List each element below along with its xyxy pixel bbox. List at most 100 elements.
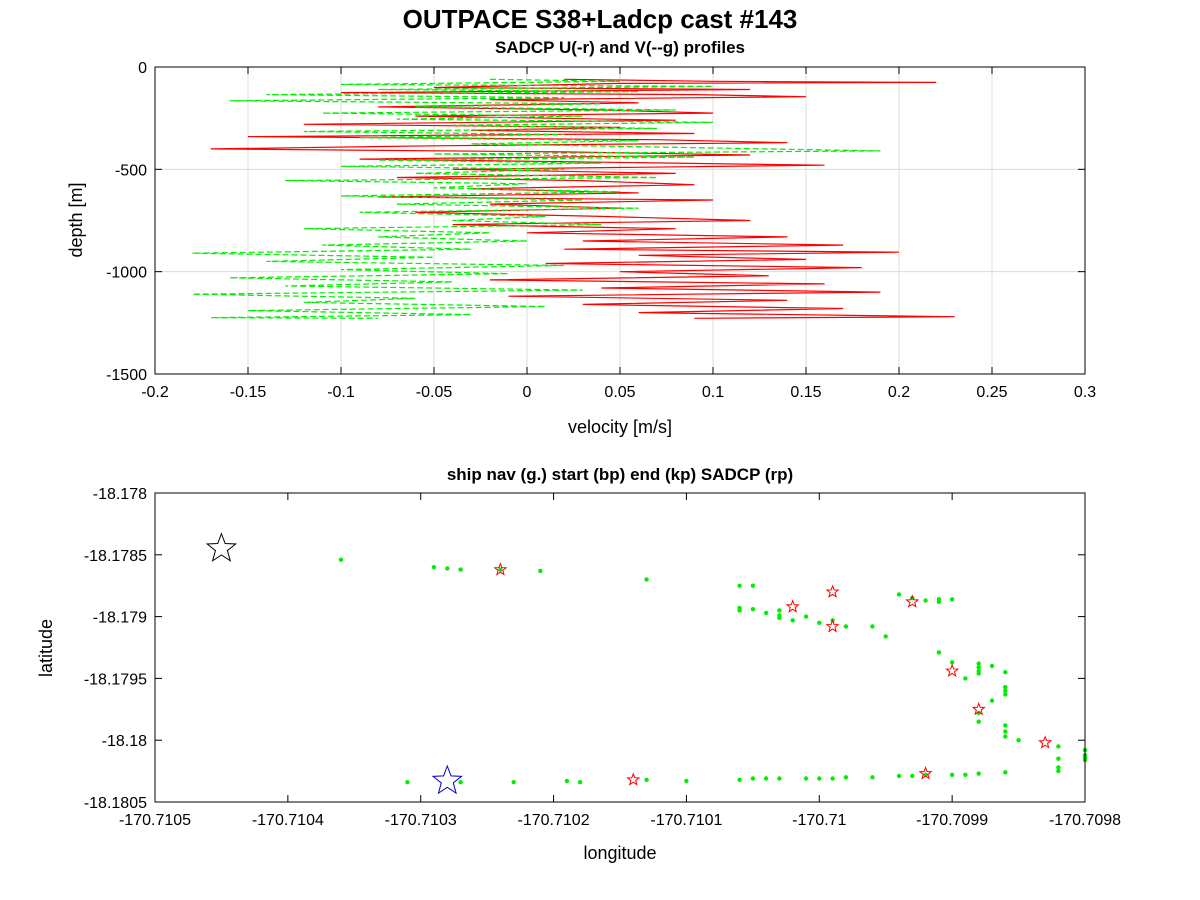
nav-chart-title: ship nav (g.) start (bp) end (kp) SADCP … <box>447 465 793 484</box>
nav-plot-area <box>155 493 1085 802</box>
ship-nav-point <box>976 665 981 670</box>
ship-nav-point <box>1003 684 1008 690</box>
sadcp-star-marker <box>971 701 986 716</box>
profile-y-tick-label: 0 <box>138 60 147 77</box>
ship-nav-point <box>976 710 981 716</box>
profile-x-tick-label: -0.1 <box>327 384 355 401</box>
profile-x-tick-label: 0.1 <box>702 384 724 401</box>
nav-x-tick-label: -170.71 <box>792 812 846 829</box>
ship-nav-point <box>1003 688 1008 693</box>
nav-x-tick-label: -170.7102 <box>518 812 590 829</box>
profile-x-tick-label: 0.3 <box>1074 384 1096 401</box>
ship-nav-point <box>1003 770 1008 775</box>
ship-nav-point <box>976 719 981 724</box>
profile-series <box>192 78 955 319</box>
profile-ticks: -0.2 -0.15 -0.1 -0.05 0 0.05 0.1 0.15 0.2 0.25 0.3… <box>106 60 1096 401</box>
profile-y-tick-label: -1500 <box>106 367 147 384</box>
nav-y-tick-label: -18.1795 <box>84 671 147 688</box>
ship-nav-point <box>737 608 742 613</box>
ship-nav-point <box>577 780 583 785</box>
ship-nav-point <box>338 557 344 562</box>
ship-nav-point <box>896 773 902 779</box>
profile-y-tick-label: -500 <box>115 162 147 179</box>
nav-axes: ship nav (g.) start (bp) end (kp) SADCP … <box>36 465 1121 863</box>
ship-nav-point <box>777 608 782 613</box>
nav-x-tick-label: -170.7098 <box>1049 812 1121 829</box>
ship-nav-point <box>790 618 795 623</box>
ship-nav-point <box>817 776 822 781</box>
sadcp-star-marker <box>493 562 508 576</box>
sadcp-star-marker <box>785 599 800 613</box>
ship-nav-point <box>963 676 968 681</box>
ship-nav-point <box>763 776 769 781</box>
profile-x-axis-label: velocity [m/s] <box>568 417 672 437</box>
sadcp-star-marker <box>626 772 641 786</box>
ship-nav-point <box>405 780 410 785</box>
ship-nav-point <box>817 620 822 625</box>
ship-nav-point <box>803 614 809 619</box>
ship-nav-point <box>870 624 875 629</box>
figure-title: OUTPACE S38+Ladcp cast #143 <box>403 4 798 34</box>
ship-nav-point <box>750 776 756 781</box>
profile-x-tick-label: 0.15 <box>790 384 821 401</box>
profile-axes: SADCP U(-r) and V(--g) profiles -0.2 -0.1… <box>66 38 1096 437</box>
sadcp-star-marker <box>918 766 933 780</box>
ship-nav-point <box>896 592 902 597</box>
profile-x-tick-label: 0.2 <box>888 384 910 401</box>
nav-x-tick-label: -170.7103 <box>385 812 457 829</box>
nav-x-tick-label: -170.7105 <box>119 812 191 829</box>
ship-nav-point <box>1056 768 1061 774</box>
ship-nav-point <box>1016 738 1021 743</box>
ship-nav-point <box>936 597 942 602</box>
nav-y-tick-label: -18.179 <box>93 610 147 627</box>
ship-nav-point <box>1003 723 1008 728</box>
ship-nav-point <box>431 565 437 570</box>
ship-nav-point <box>644 577 649 582</box>
start-star-marker <box>205 532 238 562</box>
ship-nav-point <box>870 775 875 780</box>
ship-nav-point <box>763 610 769 616</box>
ship-nav-point <box>989 663 995 669</box>
profile-x-tick-label: 0.25 <box>976 384 1007 401</box>
nav-x-axis-label: longitude <box>583 843 656 863</box>
ship-nav-point <box>923 598 928 603</box>
profile-x-tick-label: -0.2 <box>141 384 169 401</box>
sadcp-star-marker <box>825 619 840 633</box>
ship-nav-point <box>1056 756 1061 761</box>
ship-nav-point <box>949 660 955 665</box>
ship-nav-point <box>737 777 742 782</box>
ship-nav-point <box>1056 744 1061 749</box>
ship-nav-point <box>458 780 463 785</box>
profile-y-axis-label: depth [m] <box>66 182 86 257</box>
ship-nav-point <box>458 567 463 572</box>
sadcp-star-marker <box>1038 735 1053 749</box>
ship-nav-point <box>750 583 756 588</box>
ship-nav-point <box>644 777 649 782</box>
nav-axes-box <box>154 492 1086 803</box>
nav-y-tick-label: -18.18 <box>102 733 147 750</box>
end-star-marker <box>431 764 463 795</box>
ship-nav-point <box>883 634 888 639</box>
ship-nav-point <box>737 583 742 588</box>
profile-x-tick-label: -0.05 <box>416 384 453 401</box>
ship-nav-point <box>445 566 450 571</box>
sadcp-star-marker <box>945 663 960 677</box>
ship-nav-point <box>1003 734 1008 739</box>
ship-nav-point <box>777 615 782 620</box>
nav-x-tick-label: -170.7104 <box>252 812 324 829</box>
ship-nav-point <box>1003 692 1008 697</box>
v-velocity-line <box>192 78 881 319</box>
profile-chart-title: SADCP U(-r) and V(--g) profiles <box>495 38 745 57</box>
nav-y-tick-label: -18.1805 <box>84 795 147 812</box>
ship-nav-point <box>1003 670 1008 675</box>
ship-nav-point <box>976 671 981 676</box>
sadcp-star-marker <box>905 594 920 608</box>
ship-nav-point <box>511 780 516 785</box>
nav-series <box>205 532 1088 795</box>
ship-nav-point <box>989 698 995 703</box>
ship-nav-point <box>949 772 955 777</box>
sadcp-star-marker <box>825 584 840 598</box>
profile-x-tick-label: 0 <box>523 384 532 401</box>
nav-ticks: -170.7105 -170.7104 -170.7103 -170.7102 -170… <box>84 486 1121 829</box>
